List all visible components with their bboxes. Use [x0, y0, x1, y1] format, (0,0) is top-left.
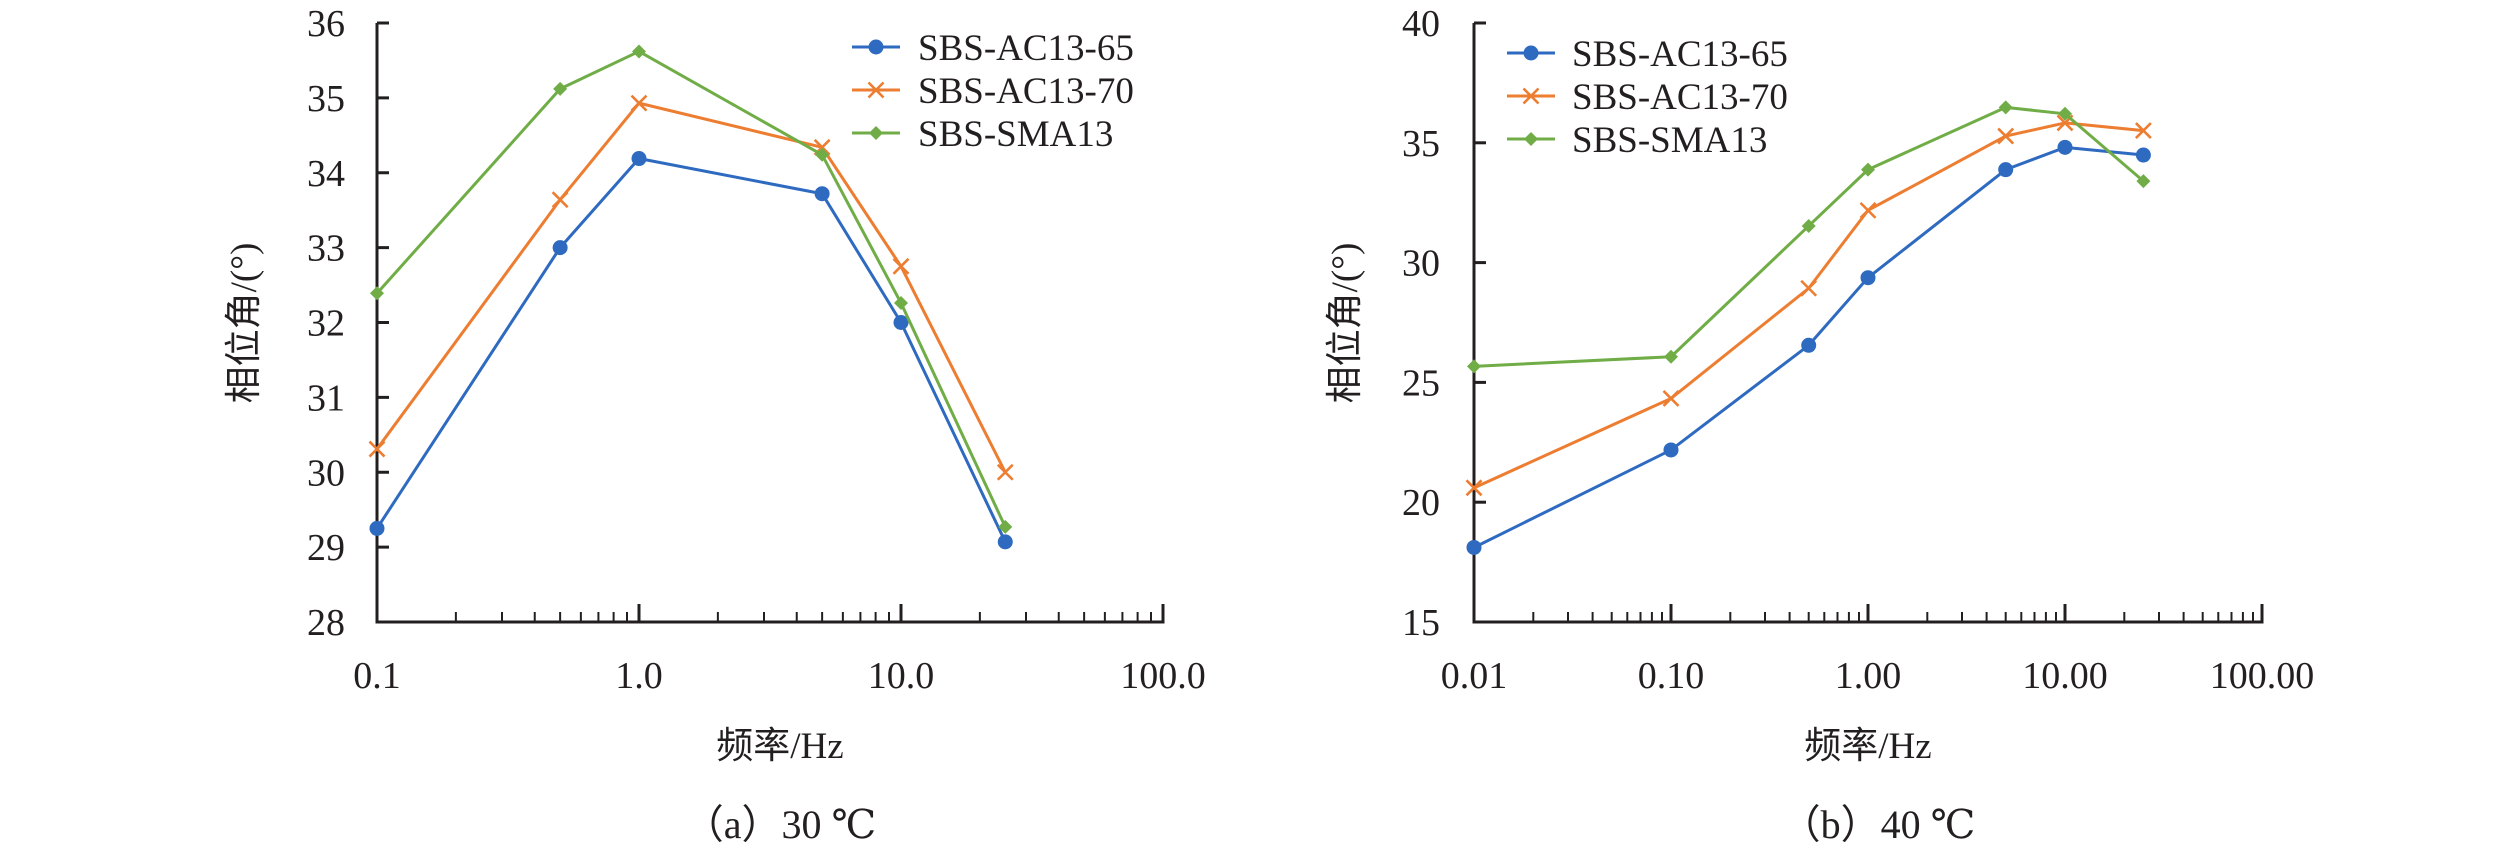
y-tick-label: 35: [1402, 123, 1440, 165]
data-point: [2058, 106, 2072, 121]
y-axis-title-b: 相位角/(°): [1324, 243, 1366, 404]
series-line-sbs-sma13: [375, 49, 1007, 528]
y-tick-label: 36: [307, 3, 345, 45]
x-axis-title-b: 频率/Hz: [1804, 725, 1931, 767]
legend-item: SBS-SMA13: [1507, 120, 1767, 161]
legend-label: SBS-AC13-65: [918, 28, 1134, 69]
data-point: [552, 240, 568, 256]
y-tick-label: 29: [307, 527, 345, 569]
legend-label: SBS-AC13-70: [1572, 77, 1788, 118]
caption-a: （a）30 ℃: [684, 802, 877, 846]
legend-item: SBS-AC13-70: [1507, 77, 1788, 118]
y-tick-label: 31: [307, 377, 345, 419]
caption-b: （b）40 ℃: [1781, 802, 1976, 846]
legend-marker-icon: [1524, 132, 1538, 146]
y-tick-label: 40: [1402, 3, 1440, 45]
series-line-sbs-ac13-70: [375, 101, 1007, 473]
data-point: [1662, 390, 1680, 407]
data-point: [551, 191, 569, 209]
data-point: [369, 520, 385, 536]
legend-marker-icon: [867, 81, 885, 99]
legend-label: SBS-SMA13: [918, 114, 1113, 155]
data-point: [894, 296, 908, 311]
data-point: [996, 463, 1014, 481]
data-point: [2057, 139, 2073, 155]
x-tick-label: 1.00: [1835, 655, 1902, 697]
data-point: [1800, 279, 1818, 297]
y-tick-label: 32: [307, 303, 345, 345]
legend-label: SBS-SMA13: [1572, 120, 1767, 161]
x-tick-label: 100.0: [1120, 655, 1206, 697]
data-point: [630, 94, 648, 112]
data-point: [1663, 442, 1679, 458]
y-tick-label: 20: [1402, 482, 1440, 524]
ticks-b: 15 20 25 30 35 40 0.01 0.10 1.00 10.00 100.00: [1402, 3, 2314, 697]
chart-panel-b: 15 20 25 30 35 40 0.01 0.10 1.00 10.00 100.00 SBS-…: [1324, 3, 2314, 846]
data-point: [2135, 147, 2151, 163]
y-tick-label: 28: [307, 602, 345, 644]
legend-marker-icon: [869, 126, 883, 140]
legend-item: SBS-AC13-70: [852, 71, 1134, 112]
series-line-sbs-ac13-70: [1473, 121, 2144, 490]
x-tick-label: 100.00: [2210, 655, 2315, 697]
data-point: [1998, 162, 2014, 178]
x-tick-label: 0.10: [1638, 655, 1705, 697]
y-tick-label: 25: [1402, 362, 1440, 404]
series-b: [1465, 100, 2152, 555]
x-tick-label: 10.0: [868, 655, 935, 697]
data-point: [1466, 539, 1482, 555]
data-point: [1465, 479, 1483, 497]
data-point: [368, 440, 386, 458]
legend-marker-icon: [1523, 45, 1539, 61]
data-point: [892, 257, 910, 275]
data-point: [1861, 162, 1875, 177]
legend-label: SBS-AC13-70: [918, 71, 1134, 112]
data-point: [2136, 174, 2151, 189]
y-tick-label: 35: [307, 78, 345, 120]
data-point: [632, 44, 646, 59]
data-point: [998, 519, 1013, 534]
data-point: [553, 81, 568, 96]
y-axis-title-a: 相位角/(°): [223, 243, 265, 404]
x-axis-title-a: 频率/Hz: [716, 725, 843, 767]
data-point: [1997, 127, 2015, 145]
legend-marker-icon: [868, 39, 884, 55]
y-tick-label: 33: [307, 228, 345, 270]
series-a: [368, 44, 1014, 550]
data-point: [631, 151, 647, 167]
axes-a: [375, 23, 1165, 624]
data-point: [893, 315, 909, 330]
data-point: [997, 534, 1013, 550]
legend-item: SBS-AC13-65: [852, 28, 1134, 69]
data-point: [2134, 122, 2152, 139]
ticks-a: 28 29 30 31 32 33 34 35 36 0.1 1.0 10.0 100.0: [307, 3, 1206, 697]
data-point: [814, 186, 830, 202]
data-point: [1859, 201, 1877, 219]
chart-panel-a: 28 29 30 31 32 33 34 35 36 0.1 1.0 10.0 100.0 SBS-AC…: [223, 3, 1206, 846]
y-tick-label: 34: [307, 153, 345, 195]
y-tick-label: 30: [307, 452, 345, 494]
data-point: [1998, 100, 2013, 115]
y-tick-label: 15: [1402, 602, 1440, 644]
data-point: [1664, 349, 1678, 364]
data-point: [1801, 337, 1817, 353]
legend-item: SBS-SMA13: [852, 114, 1113, 155]
series-line-sbs-ac13-65: [375, 157, 1007, 543]
x-tick-label: 0.1: [353, 655, 401, 697]
data-point: [370, 286, 384, 301]
data-point: [815, 147, 830, 162]
y-tick-label: 30: [1402, 243, 1440, 285]
legend-label: SBS-AC13-65: [1572, 34, 1788, 75]
data-point: [1860, 270, 1876, 286]
data-point: [1801, 218, 1816, 233]
x-tick-label: 1.0: [615, 655, 663, 697]
data-point: [1467, 359, 1481, 374]
legend-marker-icon: [1522, 87, 1540, 105]
x-tick-label: 10.00: [2022, 655, 2108, 697]
x-tick-label: 0.01: [1441, 655, 1508, 697]
legend-item: SBS-AC13-65: [1507, 34, 1788, 75]
